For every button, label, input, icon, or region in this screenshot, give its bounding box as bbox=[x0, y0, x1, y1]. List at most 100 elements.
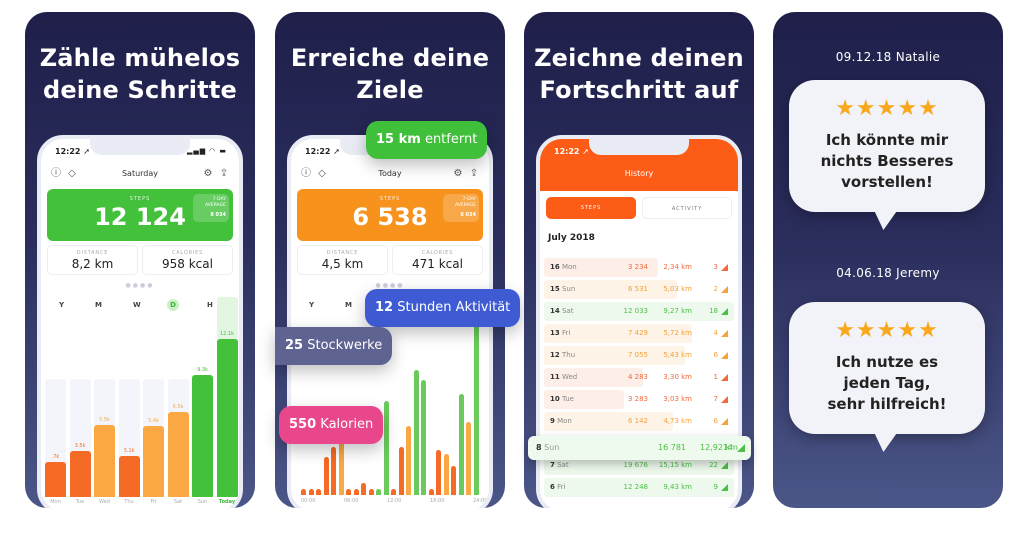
bar-mon[interactable]: .7k bbox=[45, 297, 66, 497]
hour-bar[interactable] bbox=[458, 394, 464, 495]
pill-bold: 12 bbox=[375, 300, 394, 315]
pill-distance: 15 km entfernt bbox=[366, 121, 488, 159]
phone-screen: 12:22 ➚ ▂▄▆ ◠ ▬ ⓘ ◇ Saturday ⚙ ⇪ STEPS 1… bbox=[37, 135, 243, 508]
chart-x-ticks: 00:00 06:00 12:00 18:00 24:00 bbox=[301, 498, 487, 507]
hour-bar[interactable] bbox=[473, 317, 479, 495]
hour-bar[interactable] bbox=[316, 488, 321, 495]
row-floors: 3 bbox=[713, 263, 718, 271]
tab-activity[interactable]: ACTIVITY bbox=[642, 197, 732, 219]
review-text: Ich nutze es jeden Tag, sehr hilfreich! bbox=[827, 353, 947, 413]
bar-sat[interactable]: 6.5k bbox=[167, 297, 189, 497]
history-row[interactable]: 13 Fri 7 429 5,72 km 4 bbox=[544, 323, 734, 344]
x-tick: 18:00 bbox=[430, 498, 445, 504]
gear-icon[interactable]: ⚙ bbox=[203, 168, 213, 179]
hour-bar[interactable] bbox=[428, 488, 434, 495]
gear-icon[interactable]: ⚙ bbox=[453, 168, 463, 179]
highlighted-history-row[interactable]: 8 Sun 16 781 12,92 km 14 bbox=[528, 436, 751, 460]
floors-stairs-icon bbox=[721, 374, 728, 381]
range-week[interactable]: W bbox=[133, 301, 141, 309]
history-row[interactable]: 14 Sat 12 033 9,27 km 18 bbox=[544, 301, 734, 322]
hour-bar[interactable] bbox=[353, 488, 359, 495]
range-selector: Y M W D H bbox=[47, 297, 233, 317]
status-bar: 12:22 ➚ ▂▄▆ ◠ ▬ bbox=[51, 147, 229, 159]
row-date: 13 Fri bbox=[550, 329, 571, 337]
steps-card: STEPS 6 538 7-DAY AVERAGE 8 034 bbox=[297, 189, 483, 241]
range-year[interactable]: Y bbox=[309, 301, 315, 309]
phone-screen: History 12:22 ➚ STEPS ACTIVITY July 2018… bbox=[536, 135, 742, 508]
info-icon[interactable]: ⓘ bbox=[51, 168, 61, 179]
floors-stairs-icon bbox=[721, 352, 728, 359]
page-dots: ●●●● bbox=[375, 282, 405, 289]
bar-fri[interactable]: 5.4k bbox=[143, 297, 164, 497]
row-distance: 5,03 km bbox=[663, 285, 692, 293]
diamond-icon[interactable]: ◇ bbox=[318, 168, 326, 179]
share-icon[interactable]: ⇪ bbox=[469, 168, 479, 179]
calories-value: 471 kcal bbox=[412, 257, 463, 271]
hour-bar[interactable] bbox=[308, 488, 314, 495]
range-hour[interactable]: H bbox=[207, 301, 213, 309]
hour-bar[interactable] bbox=[421, 380, 426, 495]
history-row[interactable]: 10 Tue 3 283 3,03 km 7 bbox=[544, 389, 734, 410]
range-day[interactable]: D bbox=[167, 299, 179, 311]
bar-thu[interactable]: 3.1k bbox=[118, 297, 140, 497]
history-row[interactable]: 9 Mon 6 142 4,73 km 6 bbox=[544, 411, 734, 432]
bar-fill bbox=[45, 461, 66, 497]
distance-card: DISTANCE 4,5 km bbox=[297, 245, 388, 275]
status-bar: 12:22 ➚ bbox=[301, 147, 479, 159]
tab-steps[interactable]: STEPS bbox=[546, 197, 636, 219]
hour-bar[interactable] bbox=[383, 401, 389, 495]
hour-bar[interactable] bbox=[406, 425, 411, 495]
row-steps: 3 283 bbox=[627, 395, 648, 403]
diamond-icon[interactable]: ◇ bbox=[68, 168, 76, 179]
hour-bar[interactable] bbox=[368, 488, 374, 495]
bar-value-label: 6.5k bbox=[172, 404, 184, 410]
row-steps: 4 283 bbox=[627, 373, 648, 381]
range-month[interactable]: M bbox=[95, 301, 102, 309]
hour-bar[interactable] bbox=[338, 434, 344, 495]
hour-bar[interactable] bbox=[451, 465, 456, 495]
calories-card: CALORIES 958 kcal bbox=[142, 245, 233, 275]
history-row[interactable]: 7 Sat 19 676 15,15 km 22 bbox=[544, 455, 734, 476]
hour-bar[interactable] bbox=[331, 446, 336, 495]
bar-wed[interactable]: 5.5k bbox=[94, 297, 115, 497]
hour-bar[interactable] bbox=[466, 422, 471, 495]
pill-activity: 12 Stunden Aktivität bbox=[365, 289, 521, 327]
hour-bar[interactable] bbox=[301, 488, 306, 495]
day-title: Saturday bbox=[121, 169, 159, 178]
hour-bar[interactable] bbox=[361, 483, 366, 495]
row-distance: 3,03 km bbox=[663, 395, 692, 403]
row-distance: 4,73 km bbox=[663, 417, 692, 425]
row-distance: 12,92 km bbox=[700, 443, 738, 452]
history-row[interactable]: 6 Fri 12 248 9,43 km 9 bbox=[544, 477, 734, 498]
pill-text: Stunden Aktivität bbox=[393, 300, 511, 315]
history-row[interactable]: 16 Mon 3 234 2,34 km 3 bbox=[544, 257, 734, 278]
bar-today[interactable]: 12.1k bbox=[216, 297, 238, 497]
pill-bold: 25 bbox=[285, 338, 304, 353]
row-floors: 4 bbox=[713, 329, 718, 337]
hour-bar[interactable] bbox=[436, 450, 441, 495]
x-tick: 06:00 bbox=[344, 498, 359, 504]
hour-bar[interactable] bbox=[323, 457, 329, 495]
bar-tue[interactable]: 3.5k bbox=[69, 297, 91, 497]
range-selector: Y M bbox=[297, 297, 483, 317]
hour-bar[interactable] bbox=[391, 488, 396, 495]
row-date: 12 Thu bbox=[550, 351, 576, 359]
day-title: Today bbox=[378, 169, 402, 178]
hour-bar[interactable] bbox=[398, 446, 404, 495]
history-row[interactable]: 15 Sun 6 531 5,03 km 2 bbox=[544, 279, 734, 300]
hour-bar[interactable] bbox=[346, 488, 351, 495]
info-icon[interactable]: ⓘ bbox=[301, 168, 311, 179]
bar-sun[interactable]: 9.3k bbox=[192, 297, 213, 497]
row-floors: 7 bbox=[713, 395, 718, 403]
review-date: 04.06.18 Jeremy bbox=[836, 266, 940, 280]
share-icon[interactable]: ⇪ bbox=[219, 168, 229, 179]
hour-bar[interactable] bbox=[443, 453, 449, 495]
range-month[interactable]: M bbox=[345, 301, 352, 309]
hour-bar[interactable] bbox=[413, 369, 419, 495]
distance-label: DISTANCE bbox=[76, 250, 109, 256]
history-row[interactable]: 11 Wed 4 283 3,30 km 1 bbox=[544, 367, 734, 388]
history-row[interactable]: 12 Thu 7 055 5,43 km 6 bbox=[544, 345, 734, 366]
headline: Erreiche deine Ziele bbox=[290, 44, 490, 104]
range-year[interactable]: Y bbox=[59, 301, 65, 309]
hour-bar[interactable] bbox=[376, 488, 381, 495]
